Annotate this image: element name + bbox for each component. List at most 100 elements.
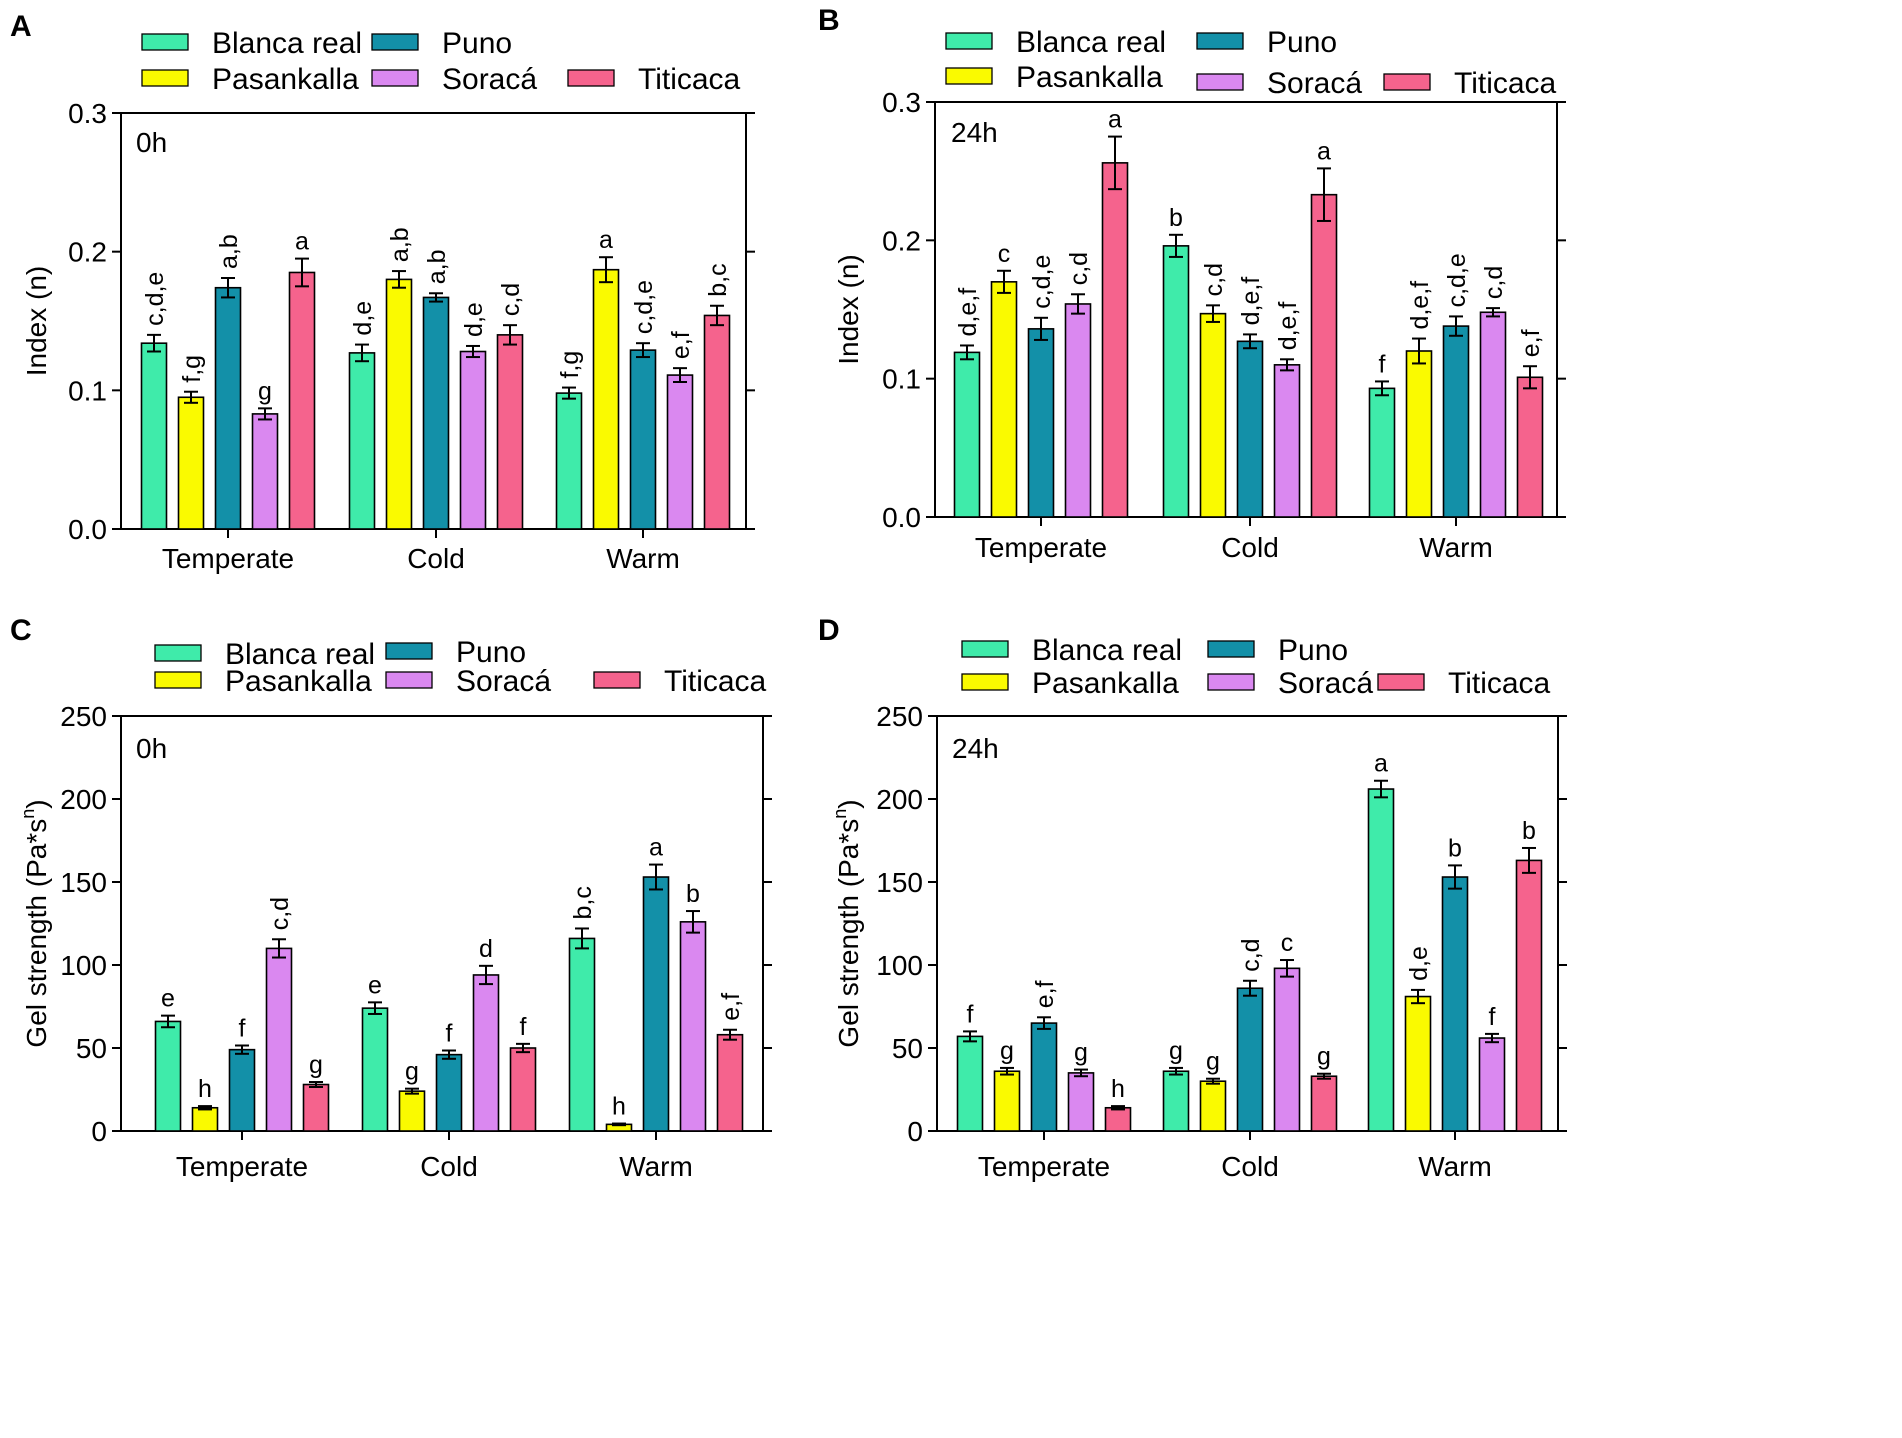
significance-label: d,e,f [1274,302,1302,351]
significance-label: c,d,e [1028,255,1056,309]
legend-swatch-titicaca [1377,673,1425,691]
significance-label: f [967,1000,974,1028]
significance-label: d,e [460,302,488,337]
bar-c-puno-cold [435,1053,463,1132]
y-tick-label-a: 0.1 [68,375,107,406]
bar-a-blanca-real-temperate [140,342,168,530]
significance-label: e [368,971,382,999]
bar-c-pasankalla-temperate [191,1106,219,1132]
bar-b-blanca-real-cold [1162,245,1190,518]
significance-label: e,f [667,331,695,359]
significance-label: e,f [1031,980,1059,1008]
significance-label: a,b [215,234,243,269]
bar-d-blanca-real-warm [1367,788,1395,1132]
y-axis-label-text: Gel strength (Pa*s [833,819,864,1048]
y-axis-label-d: Gel strength (Pa*sn) [830,799,864,1047]
y-tick-label-b: 0.2 [882,225,921,256]
bar-d-sorac--cold [1273,967,1301,1132]
significance-label: a [599,226,613,254]
y-tick-label-b: 0.3 [882,87,921,118]
y-axis-label-c: Gel strength (Pa*sn) [18,799,52,1047]
bar-b-blanca-real-temperate [953,351,981,518]
bar-c-sorac--cold [472,974,500,1132]
panel-b: B Blanca real Puno Pasankalla Soracá Titicaca… [818,4,1566,563]
legend-swatch-blanca-real [141,33,189,51]
y-tick-label-d: 250 [876,701,923,732]
significance-label: d,e,f [1237,277,1265,326]
x-tick-label-a: Cold [407,543,465,574]
significance-label: f,g [556,351,584,379]
y-tick-label-a: 0.3 [68,98,107,129]
bar-d-titicaca-temperate [1104,1106,1132,1132]
significance-label: c [998,240,1011,268]
significance-label: h [612,1093,626,1121]
legend-swatch-blanca-real [154,644,202,662]
bar-a-puno-cold [422,296,450,530]
legend-label-sorac-: Soracá [442,63,537,96]
bar-b-titicaca-temperate [1101,162,1129,518]
panel-a: A Blanca real Puno Pasankalla Soracá Titicaca… [10,10,755,574]
legend-swatch-puno [371,33,419,51]
legend-swatch-sorac- [1196,73,1244,91]
y-axis-label-text: Gel strength (Pa*s [21,819,52,1048]
legend-label-pasankalla: Pasankalla [225,665,372,698]
x-tick-label-c: Warm [619,1151,693,1182]
significance-label: g [309,1051,323,1079]
x-tick-label-b: Temperate [975,532,1107,563]
legend-label-pasankalla: Pasankalla [212,63,359,96]
legend-swatch-titicaca [593,671,641,689]
x-tick-label-a: Temperate [162,543,294,574]
significance-label: b [1169,204,1183,232]
significance-label: f [1379,350,1386,378]
significance-label: c,d,e [141,272,169,326]
significance-label: c [1281,929,1294,957]
significance-label: g [1074,1039,1088,1067]
x-tick-label-a: Warm [606,543,680,574]
bar-a-pasankalla-warm [592,268,620,530]
y-tick-label-d: 200 [876,784,923,815]
y-tick-label-d: 0 [907,1116,923,1147]
significance-label: c,d,e [1443,253,1471,307]
significance-label: b [686,880,700,908]
y-tick-label-b: 0.1 [882,364,921,395]
significance-label: d,e,f [1406,281,1434,330]
legend-label-puno: Puno [1267,26,1337,59]
legend-label-blanca-real: Blanca real [1032,634,1182,667]
significance-label: h [1111,1075,1125,1103]
y-tick-label-c: 50 [76,1033,107,1064]
legend-swatch-pasankalla [945,67,993,85]
legend-swatch-titicaca [567,69,615,87]
time-label-c: 0h [136,733,167,764]
bar-b-sorac--temperate [1064,303,1092,518]
significance-label: c,d [266,897,294,930]
bar-d-titicaca-cold [1310,1075,1338,1132]
significance-label: f,g [178,355,206,383]
bar-a-pasankalla-cold [385,278,413,530]
legend-label-pasankalla: Pasankalla [1032,667,1179,700]
bar-d-sorac--warm [1478,1037,1506,1132]
significance-label: b,c [569,886,597,919]
y-tick-label-d: 100 [876,950,923,981]
x-tick-label-d: Cold [1221,1151,1279,1182]
bar-b-puno-warm [1442,325,1470,518]
legend-label-sorac-: Soracá [1278,667,1373,700]
bar-b-pasankalla-warm [1405,350,1433,518]
bar-b-pasankalla-temperate [990,281,1018,518]
panel-letter-d: D [818,614,840,647]
bar-b-pasankalla-cold [1199,312,1227,518]
bar-d-puno-warm [1441,876,1469,1132]
significance-label: d,e [349,301,377,336]
legend-swatch-puno [1196,32,1244,50]
bar-a-blanca-real-warm [555,392,583,530]
bar-d-blanca-real-temperate [956,1035,984,1132]
x-tick-label-d: Temperate [978,1151,1110,1182]
legend-label-titicaca: Titicaca [664,665,767,698]
y-tick-label-c: 150 [60,867,107,898]
bar-b-puno-temperate [1027,328,1055,518]
legend-label-titicaca: Titicaca [638,63,741,96]
significance-label: b,c [704,263,732,296]
legend-swatch-blanca-real [961,640,1009,658]
significance-label: a [295,228,309,256]
significance-label: h [198,1075,212,1103]
